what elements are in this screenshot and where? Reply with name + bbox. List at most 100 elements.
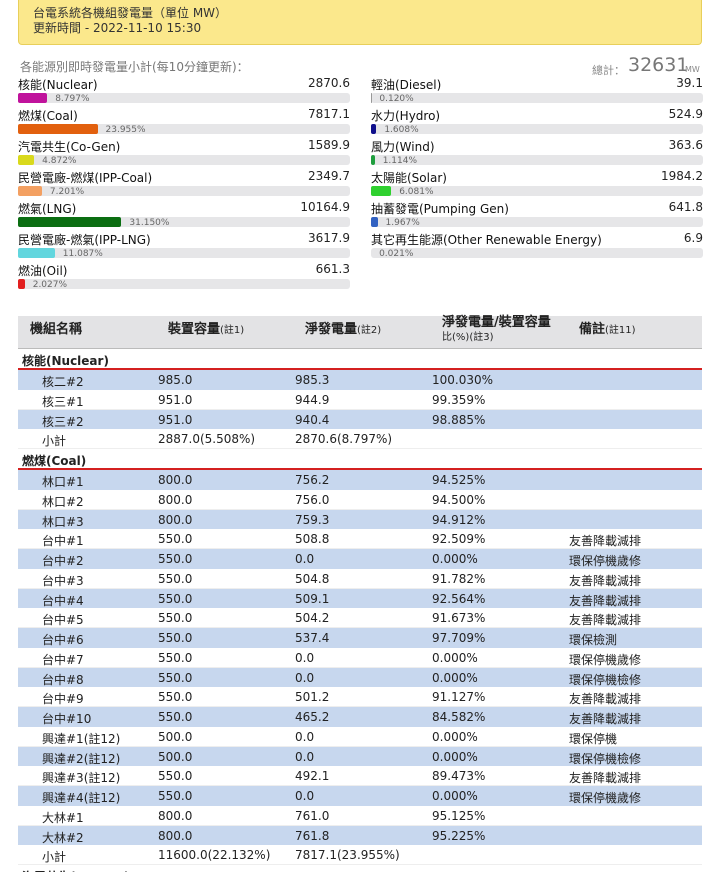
- share-bar: [371, 155, 375, 165]
- unit-name: 核三#1: [42, 394, 84, 409]
- source-name: 燃油(Oil): [18, 264, 68, 278]
- share-bar: [371, 217, 378, 227]
- cell: 500.0: [158, 729, 193, 744]
- cell: 985.3: [295, 373, 330, 387]
- row-bg: [18, 370, 702, 390]
- row-bg: [18, 509, 702, 530]
- cell: 94.912%: [432, 512, 486, 527]
- share-label: 1.114%: [382, 156, 418, 166]
- cell: 環保停機檢修: [569, 751, 642, 766]
- header-text: (註11): [605, 325, 636, 336]
- row-bg: [18, 529, 702, 549]
- cell: 944.9: [295, 392, 330, 407]
- cell: 2870.6(8.797%): [295, 432, 393, 447]
- cell: 94.525%: [432, 473, 486, 487]
- header-cell: 機組名稱: [30, 323, 160, 337]
- cell: 550.0: [158, 571, 193, 586]
- cell: 0.0: [295, 729, 315, 744]
- cell: 0.0: [295, 552, 315, 566]
- source-value: 39.1: [676, 76, 703, 90]
- unit-name: 台中#7: [42, 652, 84, 667]
- bar-track: [18, 155, 350, 165]
- share-label: 0.120%: [379, 94, 414, 104]
- bar-track: [371, 155, 703, 165]
- source-name: 抽蓄發電(Pumping Gen): [371, 202, 509, 216]
- share-label: 1.608%: [384, 125, 419, 135]
- share-bar: [18, 217, 122, 227]
- row-bg: [18, 746, 702, 767]
- group-header: 汽電共生(Co-Gen): [22, 868, 130, 872]
- header-text: 淨發電量/裝置容量: [442, 315, 551, 330]
- cell: 友善降載減排: [569, 613, 642, 628]
- bar-track: [18, 279, 350, 289]
- cell: 0.0: [295, 670, 315, 685]
- bar-track: [18, 93, 350, 103]
- source-name: 水力(Hydro): [371, 109, 441, 123]
- bar-track: [18, 186, 350, 196]
- header-text: 機組名稱: [30, 322, 83, 337]
- share-bar: [371, 124, 377, 134]
- bar-track: [371, 186, 703, 196]
- cell: 100.030%: [432, 373, 494, 387]
- share-label: 2.027%: [32, 280, 68, 290]
- header-text: 備註: [579, 322, 606, 337]
- cell: 92.564%: [432, 591, 486, 606]
- header-text: 比(%): [442, 332, 470, 343]
- row-bg: [18, 845, 702, 865]
- share-label: 11.087%: [62, 249, 103, 259]
- unit-name: 台中#2: [42, 554, 84, 568]
- cell: 環保停機歲修: [569, 791, 642, 805]
- row-bg: [18, 648, 702, 668]
- header-text: (註3): [469, 332, 494, 343]
- header-cell: 淨發電量/裝置容量比(%)(註3): [442, 316, 572, 345]
- cell: 91.673%: [432, 611, 486, 626]
- share-label: 1.967%: [385, 218, 420, 228]
- share-label: 6.081%: [399, 187, 434, 197]
- cell: 89.473%: [432, 769, 486, 784]
- cell: 0.0: [295, 789, 315, 803]
- cell: 951.0: [158, 392, 193, 407]
- bar-track: [18, 124, 350, 134]
- share-label: 7.201%: [49, 187, 85, 197]
- cell: 537.4: [295, 631, 330, 645]
- cell: 550.0: [158, 631, 193, 645]
- share-label: 31.150%: [129, 218, 170, 228]
- header-text: 裝置容量: [168, 322, 221, 337]
- source-name: 民營電廠-燃氣(IPP-LNG): [18, 233, 151, 247]
- cell: 550.0: [158, 552, 193, 566]
- source-value: 363.6: [668, 138, 703, 152]
- group-header: 燃煤(Coal): [22, 454, 87, 468]
- unit-name: 興達#3(註12): [42, 771, 121, 786]
- row-bg: [18, 628, 702, 648]
- header-text: (註1): [220, 325, 245, 336]
- cell: 756.0: [295, 492, 330, 507]
- share-label: 23.955%: [105, 125, 146, 135]
- cell: 504.8: [295, 571, 330, 586]
- share-bar: [18, 155, 35, 165]
- cell: 7817.1(23.955%): [295, 848, 400, 863]
- source-value: 3617.9: [308, 231, 350, 245]
- cell: 756.2: [295, 473, 330, 487]
- cell: 550.0: [158, 769, 193, 784]
- cell: 501.2: [295, 690, 330, 705]
- group-divider: [18, 468, 702, 470]
- cell: 550.0: [158, 611, 193, 626]
- unit-table: 機組名稱 裝置容量(註1) 淨發電量(註2) 淨發電量/裝置容量 比(%)(註3) 備註(…: [18, 316, 702, 872]
- bar-track: [371, 124, 703, 134]
- row-bg: [18, 608, 702, 628]
- cell: 環保停機歲修: [569, 652, 642, 667]
- bar-track: [371, 217, 703, 227]
- unit-name: 小計: [42, 434, 67, 449]
- row-bg: [18, 569, 702, 589]
- cell: 492.1: [295, 769, 330, 784]
- cell: 0.000%: [432, 670, 478, 685]
- share-bar: [18, 186, 42, 196]
- total-value: 32631: [628, 54, 689, 76]
- unit-name: 興達#2(註12): [42, 751, 121, 766]
- source-value: 641.8: [668, 200, 703, 214]
- source-name: 太陽能(Solar): [371, 171, 447, 185]
- cell: 友善降載減排: [569, 692, 642, 707]
- cell: 465.2: [295, 710, 330, 724]
